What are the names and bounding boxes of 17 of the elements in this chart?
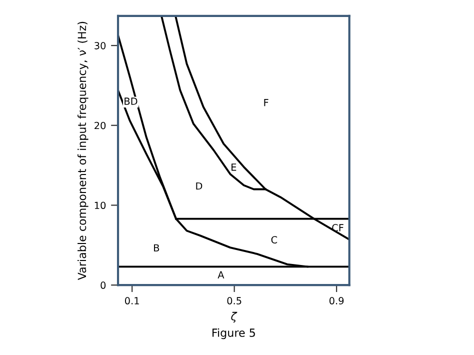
y-tick-label: 20 bbox=[94, 122, 106, 130]
annotation: F bbox=[264, 99, 268, 106]
annotation: A bbox=[218, 271, 224, 278]
annotation: E bbox=[232, 164, 236, 171]
annotation: D bbox=[196, 182, 202, 190]
x-tick-label: 0.1 bbox=[124, 297, 139, 304]
x-tick-label: 0.9 bbox=[329, 297, 344, 304]
x-tick-label: 0.5 bbox=[227, 297, 242, 304]
annotation: C bbox=[271, 236, 278, 244]
annotation: BD bbox=[124, 98, 138, 105]
annotation: B bbox=[154, 244, 160, 252]
y-tick-label: 10 bbox=[94, 202, 106, 210]
y-axis-title: Variable component of input frequency, ν′ (Hz) bbox=[78, 22, 88, 280]
y-tick-label: 0 bbox=[100, 282, 106, 289]
y-tick-label: 30 bbox=[94, 42, 106, 50]
caption: Figure 5 bbox=[212, 328, 255, 340]
x-axis-title: ζ bbox=[231, 312, 238, 323]
